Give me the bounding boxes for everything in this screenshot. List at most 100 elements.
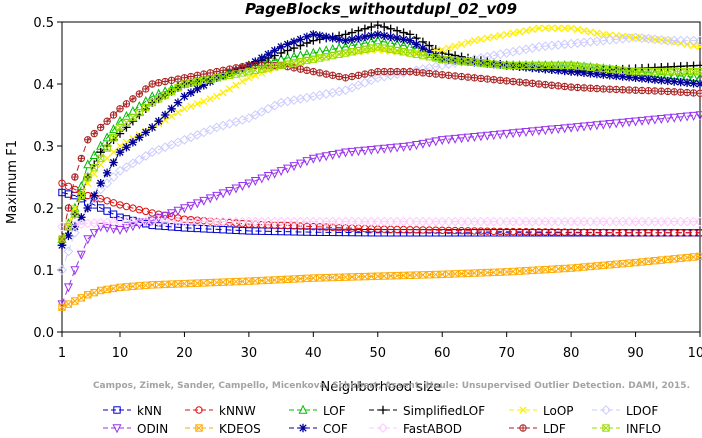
legend-marker bbox=[378, 405, 388, 415]
data-point bbox=[243, 216, 254, 227]
data-point bbox=[334, 149, 344, 159]
data-point bbox=[328, 33, 337, 43]
legend-label: LoOP bbox=[543, 404, 574, 418]
data-point bbox=[367, 31, 376, 40]
data-point bbox=[669, 113, 679, 123]
data-point bbox=[521, 216, 531, 227]
data-point bbox=[508, 129, 518, 139]
data-point bbox=[695, 216, 702, 227]
data-point bbox=[650, 115, 660, 125]
data-point bbox=[548, 24, 556, 32]
data-point bbox=[676, 77, 685, 87]
legend-label: COF bbox=[323, 422, 348, 434]
data-point bbox=[469, 133, 479, 143]
data-point bbox=[129, 113, 137, 122]
data-point bbox=[605, 71, 614, 80]
data-point bbox=[354, 71, 363, 80]
data-point bbox=[599, 30, 607, 39]
legend-label: INFLO bbox=[626, 422, 661, 434]
data-point bbox=[102, 223, 112, 233]
data-point bbox=[521, 63, 531, 72]
data-point bbox=[103, 197, 111, 205]
data-point bbox=[122, 118, 131, 127]
data-point bbox=[308, 154, 318, 164]
data-point bbox=[244, 179, 254, 189]
data-point bbox=[160, 110, 170, 120]
x-tick-label: 10 bbox=[112, 346, 129, 361]
data-point bbox=[76, 250, 86, 260]
data-point bbox=[566, 216, 577, 227]
data-point bbox=[670, 77, 679, 86]
data-point bbox=[64, 300, 73, 308]
data-point bbox=[560, 124, 570, 134]
data-point bbox=[361, 70, 369, 78]
data-point bbox=[231, 184, 241, 194]
data-point bbox=[656, 35, 667, 45]
data-point bbox=[696, 67, 702, 76]
data-point bbox=[457, 72, 466, 81]
data-point bbox=[360, 24, 370, 34]
legend-item-ldof: LDOF bbox=[592, 404, 658, 418]
data-point bbox=[643, 33, 654, 44]
data-point bbox=[612, 85, 620, 94]
data-point bbox=[192, 216, 203, 227]
data-point bbox=[270, 169, 280, 179]
data-point bbox=[586, 84, 595, 92]
data-point bbox=[121, 224, 131, 234]
data-point bbox=[238, 77, 247, 86]
series-ldf bbox=[58, 61, 702, 243]
data-point bbox=[142, 207, 150, 216]
data-point bbox=[353, 147, 363, 157]
series-cof bbox=[57, 30, 702, 250]
data-point bbox=[269, 216, 280, 227]
series-inflo bbox=[58, 43, 702, 243]
y-tick-label: 0.3 bbox=[33, 140, 54, 155]
data-point bbox=[392, 33, 402, 43]
data-point bbox=[238, 62, 247, 71]
data-point bbox=[341, 36, 350, 45]
data-point bbox=[464, 38, 472, 47]
data-point bbox=[482, 131, 492, 141]
legend-label: kNNW bbox=[219, 404, 256, 418]
data-point bbox=[669, 216, 680, 227]
series-loop bbox=[58, 24, 702, 243]
data-point bbox=[109, 148, 118, 156]
data-point bbox=[167, 112, 176, 120]
data-point bbox=[142, 103, 150, 112]
data-point bbox=[495, 216, 506, 227]
data-point bbox=[649, 216, 660, 227]
legend-marker bbox=[519, 406, 527, 414]
data-point bbox=[682, 216, 693, 227]
data-point bbox=[116, 142, 124, 150]
data-point bbox=[212, 191, 222, 201]
data-point bbox=[367, 69, 376, 77]
data-point bbox=[161, 77, 169, 86]
data-point bbox=[598, 120, 608, 130]
x-tick-label: 1 bbox=[58, 346, 66, 361]
data-point bbox=[218, 71, 228, 80]
data-point bbox=[456, 216, 467, 227]
data-point bbox=[134, 154, 145, 165]
data-point bbox=[321, 152, 331, 162]
data-point bbox=[599, 85, 608, 93]
legend-item-lof: LOF bbox=[289, 404, 346, 418]
data-point bbox=[109, 158, 118, 167]
data-point bbox=[696, 43, 702, 51]
data-point bbox=[675, 35, 686, 46]
series-line bbox=[61, 27, 701, 240]
data-point bbox=[212, 67, 221, 76]
data-point bbox=[631, 73, 640, 82]
data-point bbox=[521, 128, 531, 138]
data-point bbox=[256, 216, 267, 227]
data-point bbox=[469, 216, 480, 227]
data-point bbox=[96, 179, 105, 188]
data-point bbox=[77, 213, 86, 222]
data-point bbox=[380, 67, 388, 76]
data-point bbox=[380, 22, 389, 32]
data-point bbox=[225, 85, 234, 93]
data-point bbox=[219, 89, 227, 97]
data-point bbox=[84, 179, 92, 187]
data-point bbox=[84, 173, 92, 181]
data-point bbox=[102, 132, 112, 142]
data-point bbox=[309, 30, 318, 39]
